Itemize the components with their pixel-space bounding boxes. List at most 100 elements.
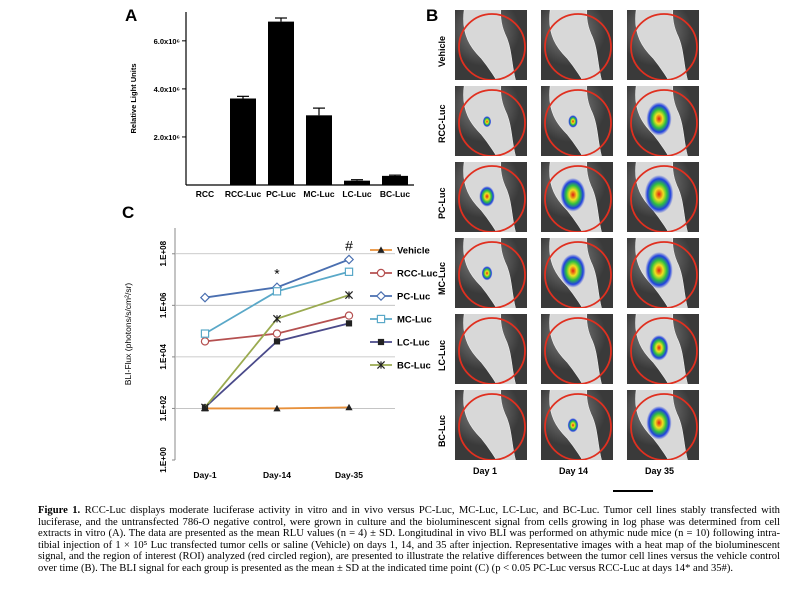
legend-label-vehicle: Vehicle xyxy=(397,246,430,257)
legend-marker-pc-luc xyxy=(375,290,387,302)
figure-caption: Figure 1. RCC-Luc displays moderate luci… xyxy=(38,505,780,575)
bli-image xyxy=(455,10,527,80)
y-tick-label: 1.E+06 xyxy=(159,292,168,318)
mouse-image-svg xyxy=(541,10,613,80)
roi-circle xyxy=(630,165,698,232)
point-pc-luc-day-35 xyxy=(343,254,355,265)
roi-circle xyxy=(544,165,612,232)
x-tick-label: RCC xyxy=(196,189,214,199)
roi-circle xyxy=(630,317,698,384)
y-axis-label: BLI-Flux (photons/s/cm²/sr) xyxy=(123,283,133,386)
mouse-image-svg xyxy=(455,162,527,232)
series-line-bc-luc xyxy=(204,294,350,408)
point-mc-luc-day-1 xyxy=(200,329,210,338)
legend-marker-bc-luc xyxy=(376,360,386,370)
roi-circle xyxy=(544,393,612,460)
bli-heatmap-signal xyxy=(560,178,586,212)
column-label-day-14: Day 14 xyxy=(559,466,589,476)
point-bc-luc-day-1 xyxy=(200,403,210,412)
point-pc-luc-day-1 xyxy=(199,292,211,303)
bli-image xyxy=(455,390,527,460)
bli-image xyxy=(541,10,613,80)
annotation: * xyxy=(274,265,280,281)
point-rcc-luc-day-35 xyxy=(344,311,354,320)
x-tick-label: Day-14 xyxy=(263,470,291,480)
row-label-rcc-luc: RCC-Luc xyxy=(437,104,447,144)
mouse-image-svg xyxy=(455,86,527,156)
mouse-limb xyxy=(463,314,516,384)
bli-image xyxy=(541,390,613,460)
mouse-image-svg xyxy=(627,86,699,156)
scale-bar-horizontal xyxy=(613,490,653,492)
bli-heatmap-signal xyxy=(646,406,672,440)
bli-image xyxy=(455,86,527,156)
mouse-image-svg xyxy=(455,314,527,384)
bli-heatmap-signal xyxy=(481,266,493,281)
legend-marker-vehicle xyxy=(377,246,385,253)
legend-label-rcc-luc: RCC-Luc xyxy=(397,269,438,280)
legend-label-lc-luc: LC-Luc xyxy=(397,338,430,349)
roi-circle xyxy=(544,89,612,156)
x-tick-label: Day-35 xyxy=(335,470,363,480)
column-label-day-35: Day 35 xyxy=(645,466,675,476)
mouse-image-svg xyxy=(627,314,699,384)
roi-circle xyxy=(458,13,526,80)
legend-label-pc-luc: PC-Luc xyxy=(397,292,430,303)
panel-label-b: B xyxy=(426,6,439,25)
mouse-image-svg xyxy=(541,314,613,384)
roi-circle xyxy=(458,393,526,460)
x-tick-label: PC-Luc xyxy=(266,189,296,199)
roi-circle xyxy=(630,13,698,80)
mouse-image-svg xyxy=(455,238,527,308)
mouse-image-svg xyxy=(541,162,613,232)
roi-circle xyxy=(458,241,526,308)
bli-image xyxy=(627,10,699,80)
row-label-pc-luc: PC-Luc xyxy=(437,187,447,220)
annotation: # xyxy=(345,237,353,253)
point-mc-luc-day-14 xyxy=(272,287,282,296)
point-lc-luc-day-35 xyxy=(345,320,353,327)
bli-heatmap-signal xyxy=(479,186,495,207)
mouse-limb xyxy=(549,10,602,80)
bli-heatmap-signal xyxy=(649,335,669,361)
x-tick-label: RCC-Luc xyxy=(225,189,262,199)
bli-image xyxy=(541,162,613,232)
mouse-image-svg xyxy=(541,390,613,460)
roi-circle xyxy=(630,89,698,156)
bar-bc-luc xyxy=(382,175,408,185)
point-bc-luc-day-35 xyxy=(344,291,354,300)
bli-image xyxy=(541,86,613,156)
y-tick-label: 2.0x10⁶ xyxy=(154,133,180,142)
x-tick-label: MC-Luc xyxy=(303,189,334,199)
bli-image xyxy=(455,162,527,232)
point-vehicle-day-14 xyxy=(273,404,281,412)
legend-label-bc-luc: BC-Luc xyxy=(397,361,431,372)
mouse-limb xyxy=(549,314,602,384)
bli-image xyxy=(455,314,527,384)
panel-label-a: A xyxy=(125,6,138,25)
line-chart-bli-flux: 1.E+00 1.E+02 1.E+04 1.E+06 1.E+08 BLI-Flux (… xyxy=(123,228,438,480)
caption-label: Figure 1. xyxy=(38,505,81,516)
y-tick-label: 1.E+08 xyxy=(159,240,168,266)
bli-heatmap-signal xyxy=(568,115,578,128)
mouse-image-svg xyxy=(455,390,527,460)
mouse-limb xyxy=(635,10,688,80)
roi-circle xyxy=(458,317,526,384)
legend-marker-mc-luc xyxy=(376,314,386,324)
roi-circle xyxy=(630,393,698,460)
mouse-image-svg xyxy=(627,162,699,232)
bli-heatmap-signal xyxy=(567,418,579,433)
bli-heatmap-signal xyxy=(646,102,672,136)
y-tick-label: 1.E+02 xyxy=(159,395,168,421)
bli-heatmap-signal xyxy=(482,116,492,128)
bli-heatmap-signal xyxy=(644,175,674,214)
bli-heatmap-signal xyxy=(645,252,673,289)
roi-circle xyxy=(544,241,612,308)
roi-circle xyxy=(458,165,526,232)
roi-circle xyxy=(630,241,698,308)
point-mc-luc-day-35 xyxy=(344,267,354,276)
panel-label-c: C xyxy=(122,203,135,222)
point-vehicle-day-35 xyxy=(345,403,353,411)
mouse-image-svg xyxy=(627,10,699,80)
row-label-vehicle: Vehicle xyxy=(437,35,447,67)
